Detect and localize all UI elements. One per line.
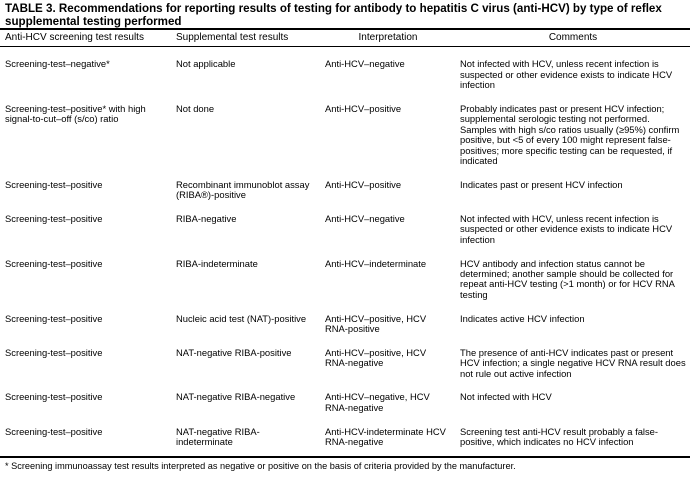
cell-supplemental: Not applicable	[176, 58, 236, 70]
table-row: Screening-test–positive NAT-negative RIBA…	[0, 386, 690, 420]
cell-comments: The presence of anti-HCV indicates past …	[460, 346, 686, 379]
table-row: Screening-test–positive RIBA-negative Anti…	[0, 207, 690, 252]
cell-screening: Screening-test–positive	[5, 312, 103, 324]
cell-interpretation: Anti-HCV–negative	[325, 213, 405, 225]
cell-screening: Screening-test–positive	[0, 419, 171, 458]
cell-screening: Screening-test–positive	[5, 178, 103, 190]
cell-supplemental: Recombinant immunoblot assay (RIBA®)-pos…	[176, 178, 310, 201]
cell-interpretation: Anti-HCV–negative, HCV RNA-negative	[325, 391, 430, 413]
cell-interpretation: Anti-HCV-indeterminate HCV RNA-negative	[320, 419, 455, 458]
table-row: Screening-test–positive NAT-negative RIBA…	[0, 341, 690, 386]
cell-supplemental: NAT-negative RIBA-negative	[176, 391, 296, 403]
table-row: Screening-test–positive RIBA-indeterminat…	[0, 252, 690, 307]
cell-interpretation: Anti-HCV–negative	[325, 58, 405, 70]
cell-supplemental: RIBA-negative	[176, 213, 237, 225]
cell-screening: Screening-test–negative*	[5, 58, 110, 70]
cell-screening: Screening-test–positive	[5, 257, 103, 269]
table-row: Screening-test–positive NAT-negative RIBA…	[0, 419, 690, 458]
header-row: Anti-HCV screening test results Suppleme…	[0, 28, 690, 48]
cell-comments: Not infected with HCV, unless recent inf…	[460, 58, 673, 91]
cell-supplemental: Not done	[176, 103, 215, 115]
table-row: Screening-test–positive Nucleic acid test…	[0, 307, 690, 341]
table-row: Screening-test–positive* with high signa…	[0, 97, 690, 173]
cell-comments: HCV antibody and infection status cannot…	[460, 257, 675, 300]
cell-screening: Screening-test–positive	[5, 346, 103, 358]
cell-interpretation: Anti-HCV–indeterminate	[325, 257, 427, 269]
cell-supplemental: Nucleic acid test (NAT)-positive	[176, 312, 307, 324]
cell-interpretation: Anti-HCV–positive	[325, 103, 402, 115]
header-screening: Anti-HCV screening test results	[0, 28, 171, 48]
cell-screening: Screening-test–positive	[5, 391, 103, 403]
cell-comments: Indicates active HCV infection	[460, 312, 585, 324]
header-comments: Comments	[455, 28, 690, 48]
cell-interpretation: Anti-HCV–positive, HCV RNA-positive	[325, 312, 427, 335]
cell-comments: Not infected with HCV	[460, 391, 552, 403]
table-title: TABLE 3. Recommendations for reporting r…	[5, 2, 662, 28]
cell-interpretation: Anti-HCV–positive, HCV RNA-negative	[325, 346, 427, 369]
cell-comments: Probably indicates past or present HCV i…	[460, 103, 680, 167]
cell-screening: Screening-test–positive	[5, 213, 103, 225]
cell-supplemental: NAT-negative RIBA-indeterminate	[171, 419, 320, 458]
cell-interpretation: Anti-HCV–positive	[325, 178, 402, 190]
cell-comments: Screening test anti-HCV result probably …	[455, 419, 690, 458]
cell-supplemental: RIBA-indeterminate	[176, 257, 258, 269]
cell-comments: Indicates past or present HCV infection	[460, 178, 623, 190]
table-row: Screening-test–negative* Not applicable An…	[0, 47, 690, 97]
cell-comments: Not infected with HCV, unless recent inf…	[460, 213, 673, 245]
table-row: Screening-test–positive Recombinant immun…	[0, 173, 690, 207]
header-supplemental: Supplemental test results	[171, 28, 320, 48]
recommendations-table: Anti-HCV screening test results Suppleme…	[0, 28, 690, 458]
footnote: * Screening immunoassay test results int…	[5, 461, 516, 471]
cell-screening: Screening-test–positive* with high signa…	[5, 103, 146, 125]
cell-supplemental: NAT-negative RIBA-positive	[176, 346, 292, 358]
header-interpretation: Interpretation	[320, 28, 455, 48]
